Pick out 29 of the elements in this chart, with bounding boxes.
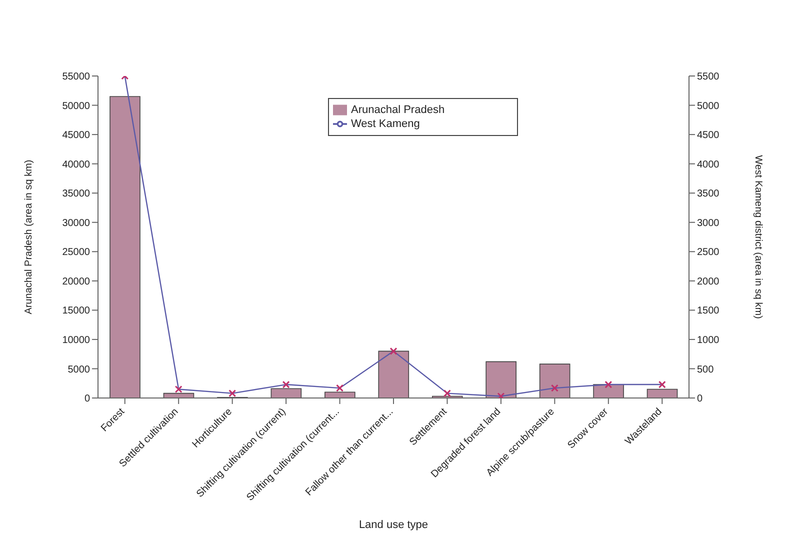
y2-tick-label: 4500 — [697, 130, 720, 142]
x-axis-title: Land use type — [358, 519, 428, 531]
y-tick-label: 40000 — [62, 159, 90, 170]
y2-tick-label: 5000 — [697, 100, 720, 112]
y-tick-label: 10000 — [62, 335, 90, 346]
y-tick-label: 25000 — [62, 247, 90, 258]
y2-tick-label: 500 — [697, 364, 714, 376]
y2-tick-label: 2500 — [697, 247, 720, 258]
y-tick-label: 15000 — [62, 306, 90, 317]
y-tick-label: 5000 — [68, 364, 90, 376]
y-tick-label: 45000 — [62, 130, 90, 142]
y2-tick-label: 5500 — [697, 72, 720, 83]
y-tick-label: 30000 — [62, 218, 90, 229]
y2-tick-label: 1500 — [697, 306, 720, 317]
y2-tick-label: 3500 — [697, 188, 720, 200]
y-tick-label: 0 — [84, 394, 90, 405]
legend-label: West Kameng — [351, 118, 420, 130]
y-axis-title: Arunachal Pradesh (area in sq km) — [24, 160, 35, 314]
y2-tick-label: 1000 — [697, 335, 720, 346]
y-tick-label: 35000 — [62, 188, 90, 200]
y2-axis-title: West Kameng district (area in sq km) — [752, 155, 764, 319]
y2-tick-label: 3000 — [697, 218, 720, 229]
legend-label: Arunachal Pradesh — [351, 104, 445, 116]
y-tick-label: 50000 — [62, 100, 90, 112]
y2-tick-label: 4000 — [697, 159, 720, 170]
y-tick-label: 20000 — [62, 276, 90, 288]
y2-tick-label: 2000 — [697, 276, 720, 288]
y-tick-label: 55000 — [62, 72, 90, 83]
y2-tick-label: 0 — [697, 394, 703, 405]
